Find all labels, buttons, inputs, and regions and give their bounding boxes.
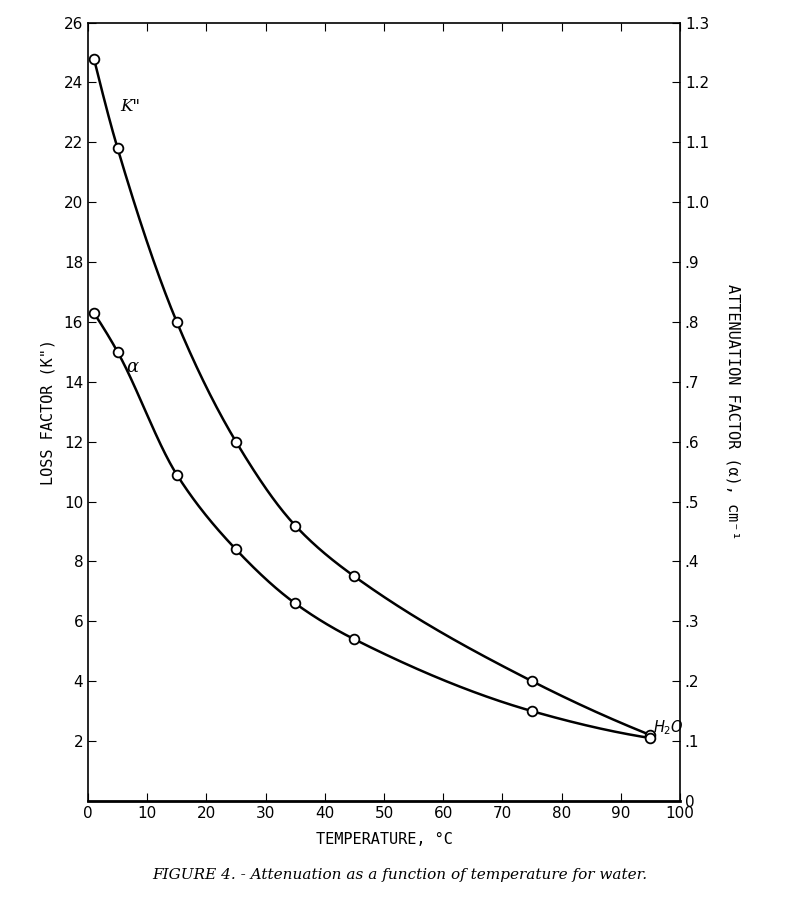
X-axis label: TEMPERATURE, °C: TEMPERATURE, °C	[315, 832, 453, 847]
Y-axis label: ATTENUATION FACTOR (α), cm⁻¹: ATTENUATION FACTOR (α), cm⁻¹	[726, 284, 741, 539]
Text: $H_2O$: $H_2O$	[654, 719, 684, 737]
Text: FIGURE 4. - Attenuation as a function of temperature for water.: FIGURE 4. - Attenuation as a function of…	[153, 868, 647, 882]
Y-axis label: LOSS FACTOR (K"): LOSS FACTOR (K")	[41, 338, 55, 485]
Text: α: α	[126, 357, 138, 376]
Text: K": K"	[121, 98, 141, 115]
